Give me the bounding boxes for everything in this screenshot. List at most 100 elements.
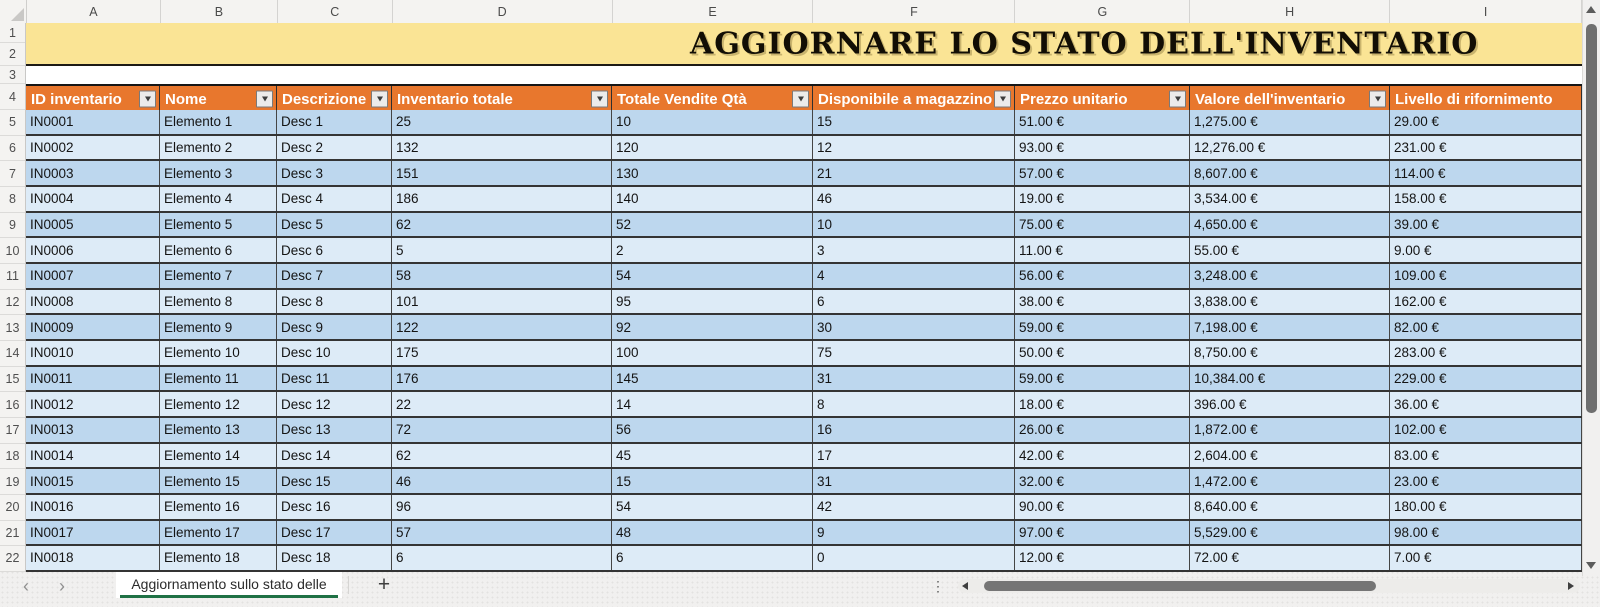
cell[interactable]: IN0001 <box>26 110 160 134</box>
cell[interactable]: 1,472.00 € <box>1190 469 1390 493</box>
cell[interactable]: Elemento 5 <box>160 212 277 237</box>
row-number-1[interactable]: 1 <box>0 23 25 43</box>
cell[interactable]: 102.00 € <box>1390 417 1582 442</box>
cell[interactable]: 48 <box>612 520 813 545</box>
cell[interactable]: Desc 17 <box>277 520 392 545</box>
row-number-12[interactable]: 12 <box>0 290 25 316</box>
cell[interactable]: 31 <box>813 469 1015 493</box>
cell[interactable]: IN0016 <box>26 494 160 519</box>
cell[interactable]: 158.00 € <box>1390 186 1582 211</box>
header-cell-2[interactable]: Nome <box>160 86 277 112</box>
cell[interactable]: Elemento 2 <box>160 135 277 160</box>
cell[interactable]: Desc 7 <box>277 263 392 288</box>
cell[interactable]: 54 <box>612 494 813 519</box>
row-number-16[interactable]: 16 <box>0 392 25 418</box>
header-cell-3[interactable]: Descrizione <box>277 86 392 112</box>
cell[interactable]: Elemento 11 <box>160 366 277 391</box>
cell[interactable]: 93.00 € <box>1015 135 1190 160</box>
cell[interactable]: 2 <box>612 238 813 262</box>
cell[interactable]: Elemento 17 <box>160 520 277 545</box>
column-letter-F[interactable]: F <box>813 0 1016 23</box>
cell[interactable]: Desc 9 <box>277 315 392 339</box>
cell[interactable]: 58 <box>392 263 612 288</box>
header-cell-6[interactable]: Disponibile a magazzino <box>813 86 1015 112</box>
header-cell-9[interactable]: Livello di rifornimento <box>1390 86 1582 112</box>
header-cell-1[interactable]: ID inventario <box>26 86 160 112</box>
cell[interactable]: Desc 6 <box>277 238 392 262</box>
filter-dropdown-icon[interactable] <box>591 90 608 108</box>
cell[interactable]: 25 <box>392 110 612 134</box>
cell[interactable]: 12.00 € <box>1015 546 1190 570</box>
cell[interactable]: 31 <box>813 366 1015 391</box>
cell[interactable]: 90.00 € <box>1015 494 1190 519</box>
row-number-7[interactable]: 7 <box>0 161 25 187</box>
cell[interactable]: 42 <box>813 494 1015 519</box>
cell[interactable]: Elemento 6 <box>160 238 277 262</box>
cell[interactable]: 8 <box>813 392 1015 416</box>
cell[interactable]: 26.00 € <box>1015 417 1190 442</box>
cell[interactable]: 175 <box>392 340 612 365</box>
cell[interactable]: 9 <box>813 520 1015 545</box>
cell[interactable]: 72 <box>392 417 612 442</box>
cell[interactable]: Desc 5 <box>277 212 392 237</box>
cell[interactable]: 6 <box>392 546 612 570</box>
cell[interactable]: IN0007 <box>26 263 160 288</box>
column-letter-A[interactable]: A <box>27 0 161 23</box>
row-number-10[interactable]: 10 <box>0 238 25 264</box>
row-number-9[interactable]: 9 <box>0 213 25 239</box>
column-letter-H[interactable]: H <box>1190 0 1391 23</box>
row-number-5[interactable]: 5 <box>0 110 25 136</box>
cell[interactable]: 96 <box>392 494 612 519</box>
cell[interactable]: 8,607.00 € <box>1190 161 1390 185</box>
cell[interactable]: 11.00 € <box>1015 238 1190 262</box>
cell[interactable]: IN0017 <box>26 520 160 545</box>
cell[interactable]: 140 <box>612 186 813 211</box>
column-letter-D[interactable]: D <box>393 0 613 23</box>
cell[interactable]: 52 <box>612 212 813 237</box>
cell[interactable]: Elemento 7 <box>160 263 277 288</box>
cell[interactable]: 21 <box>813 161 1015 185</box>
cell[interactable]: Elemento 16 <box>160 494 277 519</box>
cell[interactable]: 176 <box>392 366 612 391</box>
cell[interactable]: 50.00 € <box>1015 340 1190 365</box>
row-number-3[interactable]: 3 <box>0 66 25 84</box>
cell[interactable]: 2,604.00 € <box>1190 443 1390 468</box>
header-cell-4[interactable]: Inventario totale <box>392 86 612 112</box>
cell[interactable]: 62 <box>392 443 612 468</box>
cell[interactable]: 6 <box>813 289 1015 314</box>
cell[interactable]: Desc 12 <box>277 392 392 416</box>
cell[interactable]: 56 <box>612 417 813 442</box>
cell[interactable]: 14 <box>612 392 813 416</box>
prev-sheet-icon[interactable]: ‹ <box>23 576 29 596</box>
cell[interactable]: 55.00 € <box>1190 238 1390 262</box>
cell[interactable]: 59.00 € <box>1015 366 1190 391</box>
column-letter-B[interactable]: B <box>161 0 278 23</box>
cell[interactable]: 6 <box>612 546 813 570</box>
cell[interactable]: 29.00 € <box>1390 110 1582 134</box>
cell[interactable]: 4,650.00 € <box>1190 212 1390 237</box>
cell[interactable]: 75 <box>813 340 1015 365</box>
filter-dropdown-icon[interactable] <box>1369 90 1386 108</box>
row-number-18[interactable]: 18 <box>0 444 25 470</box>
cell[interactable]: 100 <box>612 340 813 365</box>
row-number-6[interactable]: 6 <box>0 136 25 162</box>
cell[interactable]: Desc 13 <box>277 417 392 442</box>
cell[interactable]: 97.00 € <box>1015 520 1190 545</box>
cell[interactable]: 3 <box>813 238 1015 262</box>
row-number-20[interactable]: 20 <box>0 495 25 521</box>
filter-dropdown-icon[interactable] <box>139 90 156 108</box>
cell[interactable]: IN0002 <box>26 135 160 160</box>
cell[interactable]: 8,640.00 € <box>1190 494 1390 519</box>
cell[interactable]: 1,872.00 € <box>1190 417 1390 442</box>
cell[interactable]: IN0010 <box>26 340 160 365</box>
cell[interactable]: 46 <box>813 186 1015 211</box>
cell[interactable]: Desc 1 <box>277 110 392 134</box>
cell[interactable]: IN0009 <box>26 315 160 339</box>
row-number-15[interactable]: 15 <box>0 367 25 393</box>
row-number-4[interactable]: 4 <box>0 84 25 110</box>
scroll-up-icon[interactable] <box>1586 6 1596 13</box>
cell[interactable]: Desc 16 <box>277 494 392 519</box>
sheet-options-dots-icon[interactable]: ⋮ <box>931 577 945 594</box>
cell[interactable]: 16 <box>813 417 1015 442</box>
cell[interactable]: 3,248.00 € <box>1190 263 1390 288</box>
